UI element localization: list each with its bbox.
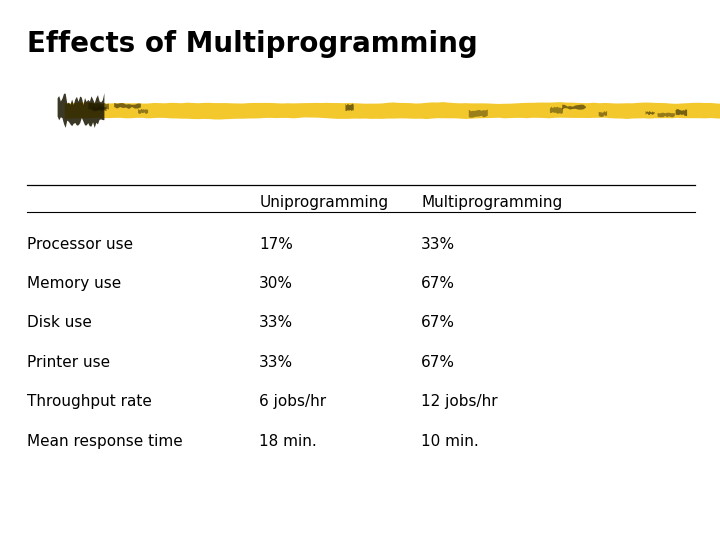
Text: 12 jobs/hr: 12 jobs/hr bbox=[421, 394, 498, 409]
Text: 67%: 67% bbox=[421, 276, 455, 291]
Text: Processor use: Processor use bbox=[27, 237, 133, 252]
Text: Throughput rate: Throughput rate bbox=[27, 394, 152, 409]
Text: Memory use: Memory use bbox=[27, 276, 122, 291]
Text: Effects of Multiprogramming: Effects of Multiprogramming bbox=[27, 30, 478, 58]
Text: 17%: 17% bbox=[259, 237, 293, 252]
Text: 67%: 67% bbox=[421, 355, 455, 370]
Text: 33%: 33% bbox=[421, 237, 455, 252]
Text: Multiprogramming: Multiprogramming bbox=[421, 195, 562, 210]
Text: 18 min.: 18 min. bbox=[259, 434, 317, 449]
Text: 33%: 33% bbox=[259, 355, 293, 370]
Text: Printer use: Printer use bbox=[27, 355, 110, 370]
Text: Disk use: Disk use bbox=[27, 315, 92, 330]
Text: 30%: 30% bbox=[259, 276, 293, 291]
Text: 6 jobs/hr: 6 jobs/hr bbox=[259, 394, 326, 409]
Text: Uniprogramming: Uniprogramming bbox=[259, 195, 388, 210]
Text: 33%: 33% bbox=[259, 315, 293, 330]
Text: 10 min.: 10 min. bbox=[421, 434, 479, 449]
Text: Mean response time: Mean response time bbox=[27, 434, 183, 449]
Text: 67%: 67% bbox=[421, 315, 455, 330]
